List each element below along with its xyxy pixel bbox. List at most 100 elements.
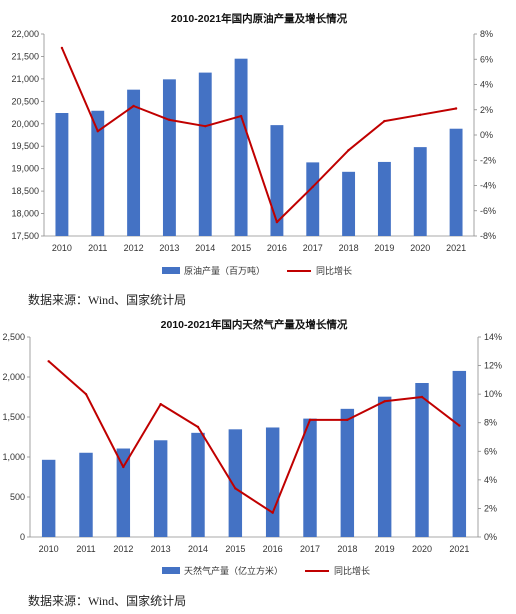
x-tick-label: 2012 [124, 243, 144, 253]
x-tick-label: 2020 [410, 243, 430, 253]
bar-2012 [127, 89, 141, 236]
right-tick-label: 2% [484, 503, 497, 513]
bar-2021 [452, 370, 467, 537]
growth-point-2013 [159, 402, 162, 406]
right-tick-label: 6% [484, 446, 497, 456]
bar-2017 [306, 162, 320, 236]
growth-point-2010 [47, 360, 50, 363]
left-tick-label: 19,000 [11, 164, 39, 174]
x-tick-label: 2013 [159, 243, 179, 253]
right-tick-label: -2% [480, 155, 496, 165]
growth-point-2018 [347, 148, 350, 152]
x-tick-label: 2021 [449, 544, 469, 554]
bar-2020 [415, 383, 429, 537]
growth-point-2015 [239, 114, 243, 118]
right-tick-label: 6% [480, 54, 493, 64]
right-tick-label: -8% [480, 231, 496, 241]
x-tick-label: 2019 [375, 544, 395, 554]
oil-data-source: 数据来源：Wind、国家统计局 [28, 293, 187, 307]
growth-point-2020 [420, 395, 424, 399]
x-tick-label: 2019 [374, 243, 394, 253]
growth-point-2017 [308, 418, 312, 422]
growth-point-2018 [346, 418, 349, 422]
bar-2016 [270, 125, 284, 236]
x-tick-label: 2021 [446, 243, 466, 253]
left-tick-label: 20,000 [11, 119, 39, 129]
right-tick-label: 4% [484, 475, 497, 485]
growth-point-2020 [419, 113, 422, 117]
right-tick-label: 4% [480, 80, 493, 90]
right-tick-label: 8% [484, 418, 497, 428]
bar-2014 [191, 432, 205, 537]
growth-point-2010 [60, 46, 64, 50]
legend-bar-swatch [162, 567, 180, 574]
bar-2016 [265, 427, 280, 537]
left-tick-label: 20,500 [11, 96, 39, 106]
growth-line [48, 360, 460, 514]
left-tick-label: 19,500 [11, 141, 39, 151]
left-tick-label: 1,500 [2, 412, 25, 422]
bar-2020 [413, 147, 427, 236]
left-tick-label: 500 [10, 492, 25, 502]
growth-point-2019 [383, 119, 386, 123]
growth-point-2014 [204, 124, 207, 128]
bar-2021 [449, 128, 463, 236]
left-tick-label: 2,000 [2, 372, 25, 382]
legend-bar-swatch [162, 267, 180, 274]
x-tick-label: 2011 [88, 243, 107, 253]
left-tick-label: 17,500 [11, 231, 39, 241]
x-tick-label: 2016 [263, 544, 283, 554]
bar-2014 [198, 72, 212, 236]
right-tick-label: 2% [480, 105, 493, 115]
bar-2018 [340, 408, 355, 537]
right-tick-label: 0% [480, 130, 493, 140]
bar-2010 [41, 459, 56, 537]
left-tick-label: 18,000 [11, 209, 39, 219]
left-tick-label: 21,500 [11, 51, 39, 61]
right-tick-label: -4% [480, 181, 496, 191]
legend-bar-label: 原油产量（百万吨） [184, 265, 265, 276]
x-tick-label: 2010 [52, 243, 72, 253]
left-tick-label: 0 [20, 532, 25, 542]
bar-2012 [116, 448, 131, 537]
growth-point-2011 [96, 130, 99, 133]
left-tick-label: 22,000 [11, 29, 39, 39]
x-tick-label: 2018 [337, 544, 357, 554]
left-tick-label: 21,000 [11, 74, 39, 84]
bar-2011 [79, 452, 93, 537]
bar-2015 [228, 429, 243, 537]
x-tick-label: 2016 [267, 243, 287, 253]
growth-point-2013 [168, 118, 171, 122]
growth-point-2017 [311, 185, 314, 188]
left-tick-label: 1,000 [2, 452, 25, 462]
gas-data-source: 数据来源：Wind、国家统计局 [28, 594, 187, 608]
growth-point-2016 [271, 511, 274, 514]
oil-production-chart: 2010-2021年国内原油产量及增长情况 17,500 18,000 18,500 1… [11, 12, 496, 276]
growth-point-2012 [132, 104, 135, 108]
growth-point-2011 [84, 392, 88, 396]
bar-2017 [303, 418, 317, 537]
x-tick-label: 2017 [300, 544, 320, 554]
right-tick-label: 0% [484, 532, 497, 542]
x-tick-label: 2015 [225, 544, 245, 554]
right-tick-label: -6% [480, 206, 496, 216]
bar-2011 [91, 110, 105, 236]
right-tick-label: 8% [480, 29, 493, 39]
x-tick-label: 2014 [195, 243, 215, 253]
legend-line-label: 同比增长 [316, 265, 352, 276]
growth-point-2012 [122, 465, 125, 469]
oil-production-figure: 2010-2021年国内原油产量及增长情况 17,500 18,000 18,500 1… [0, 0, 516, 284]
bar-2018 [342, 171, 356, 236]
x-tick-label: 2011 [76, 544, 95, 554]
x-tick-label: 2010 [39, 544, 59, 554]
x-tick-label: 2012 [113, 544, 133, 554]
bar-2019 [377, 396, 392, 537]
bar-2013 [162, 79, 176, 237]
x-tick-label: 2013 [151, 544, 171, 554]
chart-title: 2010-2021年国内原油产量及增长情况 [171, 12, 348, 25]
bar-2015 [234, 58, 248, 236]
left-tick-label: 18,500 [11, 186, 39, 196]
gas-production-figure: 2010-2021年国内天然气产量及增长情况 0 500 1,000 1,500 2,00… [0, 318, 516, 583]
growth-point-2016 [275, 220, 279, 224]
chart-title: 2010-2021年国内天然气产量及增长情况 [161, 318, 348, 331]
